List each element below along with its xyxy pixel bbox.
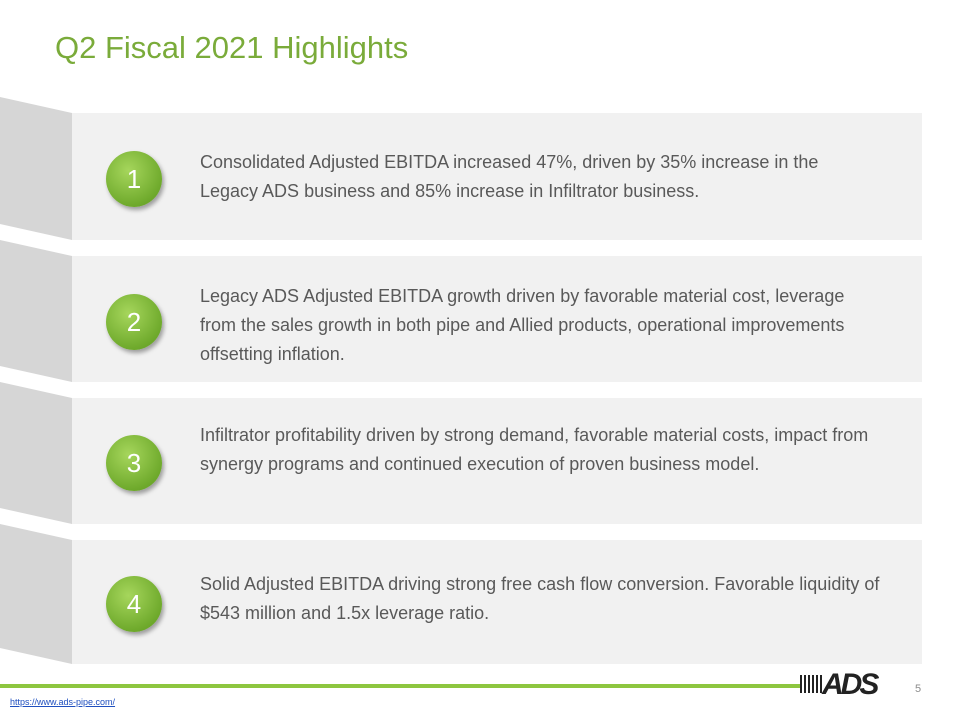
item-panel — [72, 540, 922, 664]
page-number: 5 — [915, 683, 922, 695]
item-text: Solid Adjusted EBITDA driving strong fre… — [200, 574, 880, 623]
item-number: 1 — [106, 151, 162, 207]
item-number: 3 — [106, 435, 162, 491]
item-number: 4 — [106, 576, 162, 632]
tab — [0, 524, 72, 664]
item-text: Infiltrator profitability driven by stro… — [200, 425, 869, 474]
item-text: Consolidated Adjusted EBITDA increased 4… — [200, 152, 819, 201]
slide-title: Q2 Fiscal 2021 Highlights — [55, 30, 409, 65]
tab — [0, 97, 72, 240]
tab — [0, 240, 72, 382]
item-text: Legacy ADS Adjusted EBITDA growth driven… — [200, 286, 845, 364]
side-tabs — [0, 97, 72, 664]
tab — [0, 382, 72, 524]
logo: ADS — [822, 668, 879, 701]
item-panel — [72, 256, 922, 382]
footer-rule — [0, 684, 800, 688]
website-link[interactable]: https://www.ads-pipe.com/ — [10, 697, 116, 707]
item-panel — [72, 398, 922, 524]
item-panel — [72, 113, 922, 240]
logo-stripes — [800, 675, 822, 693]
item-number: 2 — [106, 294, 162, 350]
